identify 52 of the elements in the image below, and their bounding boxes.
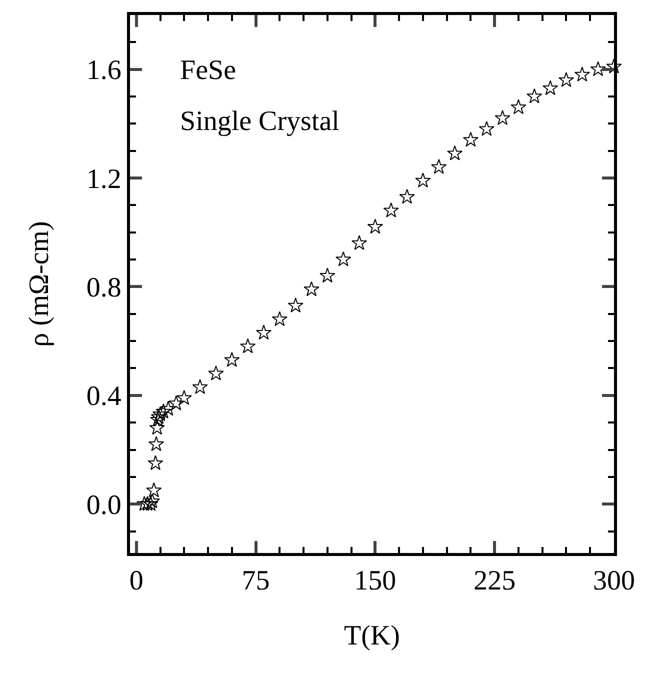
annotation: Single Crystal [180,106,340,137]
point [574,66,590,82]
y-axis-title: ρ (mΩ-cm) [24,221,56,347]
point [462,132,479,147]
y-tick-label: 0.8 [86,272,122,304]
point [606,58,622,74]
point [415,172,431,188]
point [256,324,272,340]
point [558,72,574,87]
point [542,80,558,96]
point [146,482,162,498]
point [140,496,156,511]
point [399,188,415,204]
point [136,496,152,511]
point [148,455,164,470]
y-tick-label: 1.2 [86,164,122,195]
point [446,145,463,160]
point [431,158,447,174]
point [149,420,165,435]
y-tick-label: 0.4 [86,381,122,412]
point [510,99,526,114]
x-tick-label: 75 [242,566,270,597]
point [240,338,256,354]
x-axis-title: T(K) [344,620,400,652]
point [176,390,192,405]
y-tick-label: 1.6 [86,55,122,86]
point [272,311,288,326]
point [208,365,224,380]
point [160,400,176,416]
point [351,235,368,250]
point [478,120,494,136]
x-tick-label: 300 [593,566,635,597]
annotation: FeSe [180,55,236,86]
point [288,298,304,312]
point [168,395,184,410]
point [590,61,606,76]
x-tick-label: 150 [354,566,396,597]
x-tick-label: 0 [129,566,144,597]
point [383,202,399,218]
point [156,404,172,418]
y-tick-label: 0.0 [86,490,122,521]
point [148,436,164,452]
point [367,218,383,234]
point [150,412,166,427]
point [336,251,352,266]
x-tick-label: 225 [474,566,516,597]
point [526,88,542,104]
point [224,352,240,367]
point [304,281,320,296]
point [494,110,510,125]
point [320,268,336,283]
point [192,379,208,394]
